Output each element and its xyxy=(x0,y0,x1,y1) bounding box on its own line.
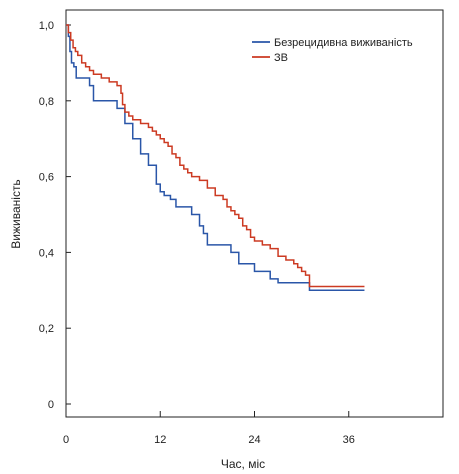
x-tick-label: 12 xyxy=(154,434,166,446)
series-line-1 xyxy=(66,24,365,292)
y-tick-label: 0,6 xyxy=(39,172,54,184)
y-tick-label: 0 xyxy=(48,399,54,411)
legend-label-1: Безрецидивна виживаність xyxy=(274,37,413,49)
x-tick-label: 36 xyxy=(343,434,355,446)
series-layer xyxy=(66,24,365,292)
x-tick-label: 24 xyxy=(248,434,260,446)
legend: Безрецидивна виживаність ЗВ xyxy=(252,37,413,64)
y-tick-label: 1,0 xyxy=(39,20,54,32)
y-tick-label: 0,8 xyxy=(39,96,54,108)
y-tick-label: 0,2 xyxy=(39,323,54,335)
x-axis: 0 12 24 36 xyxy=(63,411,355,446)
plot-frame xyxy=(65,9,444,418)
x-tick-label: 0 xyxy=(63,434,69,446)
y-axis-title: Виживаність xyxy=(9,179,23,248)
legend-label-2: ЗВ xyxy=(274,52,288,64)
series-line-2 xyxy=(66,24,365,288)
x-axis-title: Час, міс xyxy=(221,457,265,471)
y-tick-label: 0,4 xyxy=(39,247,54,259)
